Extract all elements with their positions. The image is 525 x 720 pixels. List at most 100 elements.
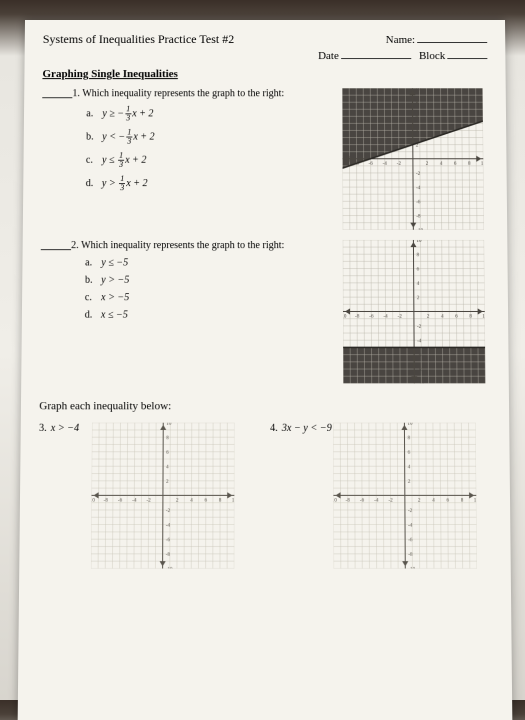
svg-text:-10: -10 bbox=[165, 567, 172, 568]
svg-text:-2: -2 bbox=[407, 509, 412, 514]
name-label: Name: bbox=[386, 34, 415, 46]
svg-text:-10: -10 bbox=[342, 162, 346, 167]
q1-option-a: a. y ≥ −13x + 2 bbox=[86, 105, 334, 122]
svg-text:2: 2 bbox=[416, 144, 419, 149]
svg-text:6: 6 bbox=[204, 499, 207, 504]
date-blank[interactable] bbox=[341, 49, 411, 59]
svg-text:-10: -10 bbox=[333, 499, 337, 504]
svg-text:-2: -2 bbox=[146, 499, 151, 504]
svg-text:-2: -2 bbox=[165, 509, 170, 514]
question-3: 3. x > −4 22-2-244-4-466-6-688-8-81010-1… bbox=[38, 423, 260, 569]
svg-text:4: 4 bbox=[407, 465, 410, 470]
svg-text:8: 8 bbox=[166, 436, 169, 441]
q4-number: 4. bbox=[270, 423, 278, 569]
q2-option-b: b.y > −5 bbox=[85, 275, 335, 286]
block-blank[interactable] bbox=[447, 49, 487, 59]
svg-text:8: 8 bbox=[469, 315, 472, 320]
svg-text:6: 6 bbox=[446, 499, 449, 504]
q3-text: x > −4 bbox=[49, 423, 91, 569]
q1-option-b: b. y < −13x + 2 bbox=[86, 128, 334, 145]
svg-text:-10: -10 bbox=[416, 229, 423, 230]
svg-text:10: 10 bbox=[166, 423, 172, 427]
svg-text:8: 8 bbox=[407, 436, 410, 441]
q2-answer-blank[interactable] bbox=[41, 240, 71, 250]
q2-option-d: d.x ≤ −5 bbox=[85, 309, 335, 320]
svg-text:6: 6 bbox=[166, 451, 169, 456]
svg-text:2: 2 bbox=[427, 315, 430, 320]
svg-text:6: 6 bbox=[407, 451, 410, 456]
svg-text:-2: -2 bbox=[388, 499, 393, 504]
bottom-row: 3. x > −4 2 2 -2 -2 4 4 -4 -4 6 6 -6 -6 8 8 -8 -8 10 10 -1… bbox=[38, 423, 493, 569]
date-label: Date bbox=[318, 50, 339, 62]
q2-prompt: 2. Which inequality represents the graph… bbox=[71, 240, 335, 251]
q2-graph-col: 22-2-244-4-466-6-688-8-81010-10-10 bbox=[343, 240, 491, 383]
svg-text:4: 4 bbox=[166, 465, 169, 470]
svg-text:4: 4 bbox=[432, 499, 435, 504]
svg-text:8: 8 bbox=[417, 253, 420, 258]
svg-text:-2: -2 bbox=[398, 315, 403, 320]
svg-text:-6: -6 bbox=[165, 538, 170, 543]
q1-option-d: d. y > 13x + 2 bbox=[86, 175, 335, 192]
svg-text:4: 4 bbox=[441, 315, 444, 320]
q2-body: 2. Which inequality represents the graph… bbox=[70, 240, 335, 383]
svg-text:10: 10 bbox=[473, 499, 476, 504]
svg-text:-4: -4 bbox=[132, 499, 137, 504]
svg-text:10: 10 bbox=[407, 423, 413, 427]
q3-graph[interactable]: 22-2-244-4-466-6-688-8-81010-10-10 bbox=[90, 423, 234, 569]
q2-option-c: c.x > −5 bbox=[85, 292, 335, 303]
svg-text:4: 4 bbox=[440, 162, 443, 167]
q1-answer-blank[interactable] bbox=[42, 88, 72, 98]
svg-text:-4: -4 bbox=[383, 315, 388, 320]
svg-text:6: 6 bbox=[454, 162, 457, 167]
svg-text:-6: -6 bbox=[416, 200, 421, 205]
svg-text:-6: -6 bbox=[359, 499, 364, 504]
svg-text:-4: -4 bbox=[165, 524, 170, 529]
svg-text:-6: -6 bbox=[408, 538, 413, 543]
q4-graph[interactable]: 22-2-244-4-466-6-688-8-81010-10-10 bbox=[333, 423, 477, 569]
svg-text:-8: -8 bbox=[408, 553, 413, 558]
svg-text:-6: -6 bbox=[369, 315, 374, 320]
q2-options: a.y ≤ −5 b.y > −5 c.x > −5 d.x ≤ −5 bbox=[85, 257, 335, 320]
header-row-1: Systems of Inequalities Practice Test #2… bbox=[43, 32, 488, 47]
svg-text:2: 2 bbox=[175, 499, 178, 504]
q1-number: 1. bbox=[72, 88, 80, 99]
q4-text: 3x − y < −9 bbox=[282, 423, 333, 569]
q1-graph-col: 22-2-244-4-466-6-688-8-81010-10-10 bbox=[342, 88, 489, 230]
q2-prompt-text: Which inequality represents the graph to… bbox=[81, 240, 284, 251]
question-2: 2. Which inequality represents the graph… bbox=[39, 240, 490, 383]
svg-text:-10: -10 bbox=[417, 382, 424, 383]
svg-text:-8: -8 bbox=[165, 553, 170, 558]
svg-text:4: 4 bbox=[417, 282, 420, 287]
svg-text:-8: -8 bbox=[416, 215, 421, 220]
svg-text:-2: -2 bbox=[397, 162, 402, 167]
svg-text:10: 10 bbox=[482, 315, 485, 320]
svg-text:10: 10 bbox=[416, 240, 422, 244]
q2-number: 2. bbox=[71, 240, 79, 251]
svg-text:-10: -10 bbox=[343, 315, 347, 320]
q3-number: 3. bbox=[38, 423, 47, 569]
svg-text:2: 2 bbox=[166, 480, 169, 485]
worksheet-title: Systems of Inequalities Practice Test #2 bbox=[43, 32, 378, 47]
svg-text:-6: -6 bbox=[369, 162, 374, 167]
q1-prompt: 1. Which inequality represents the graph… bbox=[72, 88, 334, 99]
q1-graph: 22-2-244-4-466-6-688-8-81010-10-10 bbox=[342, 88, 484, 230]
q2-option-a: a.y ≤ −5 bbox=[85, 257, 335, 268]
question-1: 1. Which inequality represents the graph… bbox=[41, 88, 489, 230]
svg-text:2: 2 bbox=[426, 162, 429, 167]
worksheet-page: Systems of Inequalities Practice Test #2… bbox=[18, 20, 513, 720]
q1-body: 1. Which inequality represents the graph… bbox=[71, 88, 334, 230]
svg-text:-10: -10 bbox=[408, 567, 415, 568]
svg-text:-2: -2 bbox=[417, 325, 422, 330]
svg-text:-8: -8 bbox=[417, 368, 422, 373]
svg-text:2: 2 bbox=[417, 499, 420, 504]
q1-option-c: c. y ≤ 13x + 2 bbox=[86, 152, 335, 169]
svg-text:10: 10 bbox=[481, 162, 484, 167]
svg-text:-4: -4 bbox=[374, 499, 379, 504]
q2-graph: 22-2-244-4-466-6-688-8-81010-10-10 bbox=[343, 240, 486, 383]
svg-text:2: 2 bbox=[417, 296, 420, 301]
section-header: Graphing Single Inequalities bbox=[42, 68, 487, 80]
svg-text:-6: -6 bbox=[117, 499, 122, 504]
svg-text:10: 10 bbox=[415, 88, 421, 92]
svg-text:10: 10 bbox=[231, 499, 234, 504]
name-blank[interactable] bbox=[417, 33, 487, 43]
